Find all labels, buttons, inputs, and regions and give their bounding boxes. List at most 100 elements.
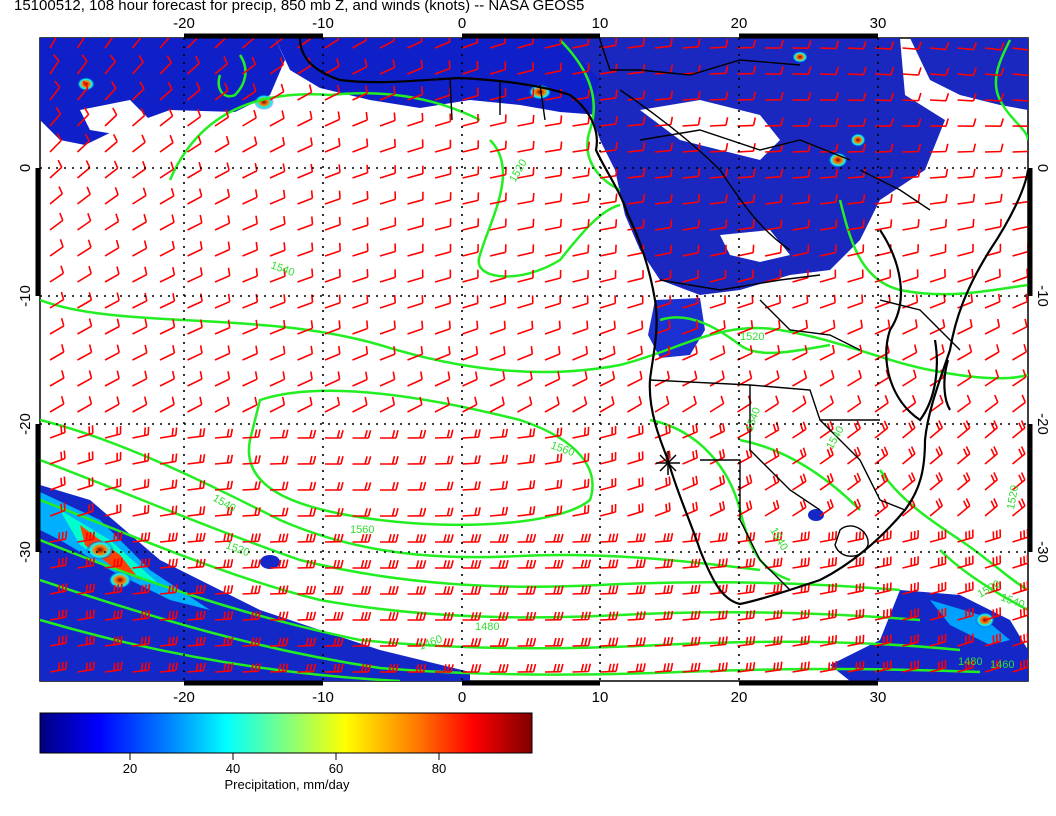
wind-barb xyxy=(709,558,728,569)
wind-barb xyxy=(159,134,174,153)
wind-barb xyxy=(902,41,922,51)
wind-barb xyxy=(77,396,93,413)
wind-barb xyxy=(984,344,1000,361)
wind-barb xyxy=(49,635,68,647)
wind-barb xyxy=(709,423,726,439)
wind-barb xyxy=(874,530,892,543)
wind-barb xyxy=(379,507,399,517)
wind-barb xyxy=(407,217,424,231)
wind-barb xyxy=(847,294,864,309)
wind-barb xyxy=(957,581,974,595)
wind-barb xyxy=(792,583,810,595)
wind-barb xyxy=(489,61,507,75)
wind-barb xyxy=(517,88,535,101)
wind-barb xyxy=(517,346,534,361)
wind-barb xyxy=(131,38,142,49)
wind-barb xyxy=(242,585,261,595)
wind-barb xyxy=(792,447,807,465)
wind-barb xyxy=(159,662,178,673)
wind-barb xyxy=(435,638,454,647)
wind-barb xyxy=(462,140,480,153)
wind-barb xyxy=(847,556,865,569)
wind-barb xyxy=(709,320,726,335)
wind-barb xyxy=(874,194,893,205)
wind-barb xyxy=(132,504,150,517)
wind-barb xyxy=(819,609,838,621)
wind-barb xyxy=(407,269,424,283)
wind-barb xyxy=(489,506,509,517)
wind-barb xyxy=(984,168,1004,179)
wind-barb xyxy=(599,637,619,647)
wind-barb xyxy=(819,583,838,595)
lon-labels-bottom: -20 -10 0 10 20 30 xyxy=(173,689,886,706)
wind-barb xyxy=(49,502,66,517)
wind-barb xyxy=(77,370,93,387)
wind-barb xyxy=(544,453,563,465)
wind-barb xyxy=(242,455,261,465)
wind-barb xyxy=(462,611,482,621)
wind-barb xyxy=(627,533,646,543)
wind-barb xyxy=(654,370,670,387)
wind-barb xyxy=(187,480,206,491)
wind-barb xyxy=(517,114,535,127)
wind-barb xyxy=(627,90,646,101)
wind-barb xyxy=(242,481,261,491)
graticule xyxy=(40,38,1028,681)
wind-barb xyxy=(517,295,534,309)
wind-barb xyxy=(214,371,231,387)
wind-barb xyxy=(1012,150,1028,153)
wind-barb xyxy=(352,637,372,647)
wind-barb xyxy=(324,637,344,647)
wind-barb xyxy=(847,608,865,621)
wind-barb xyxy=(902,608,919,621)
wind-barb xyxy=(682,610,701,621)
wind-barb xyxy=(269,429,289,439)
wind-barb xyxy=(324,429,344,439)
wind-barb xyxy=(654,558,674,569)
wind-barb xyxy=(379,533,399,543)
wind-barb xyxy=(819,319,836,335)
wind-barb xyxy=(77,344,93,361)
wind-barb xyxy=(297,38,312,49)
wind-barb xyxy=(187,610,206,621)
wind-barb xyxy=(297,585,317,595)
wind-barb xyxy=(874,660,892,673)
wind-barb xyxy=(269,345,286,361)
wind-barb xyxy=(544,269,562,283)
lat-label-left: -30 xyxy=(17,541,34,563)
wind-barb xyxy=(297,455,317,465)
wind-barb xyxy=(132,452,150,465)
wind-barb xyxy=(544,663,564,673)
wind-barb xyxy=(984,218,1002,231)
wind-barb xyxy=(214,319,231,335)
wind-barb xyxy=(104,583,123,595)
wind-barb xyxy=(462,533,482,543)
wind-barb xyxy=(957,555,974,569)
wind-barb xyxy=(462,166,480,179)
wind-barb xyxy=(462,429,481,439)
wind-barb xyxy=(49,661,68,673)
wind-barb xyxy=(874,319,891,335)
wind-barb xyxy=(132,370,148,387)
wind-barb xyxy=(462,295,479,309)
wind-barb xyxy=(324,268,341,283)
wind-barb xyxy=(297,320,314,335)
wind-barb xyxy=(764,609,783,621)
wind-barb xyxy=(764,499,780,517)
wind-barb xyxy=(654,395,670,413)
wind-barb xyxy=(77,318,93,335)
wind-barb xyxy=(269,163,286,179)
wind-barb xyxy=(489,611,509,621)
wind-barb xyxy=(297,268,314,283)
wind-barb xyxy=(599,244,617,257)
wind-barb xyxy=(792,531,810,543)
wind-barb xyxy=(709,532,728,543)
wind-barb xyxy=(269,294,286,309)
wind-barb xyxy=(214,109,230,127)
wind-barb xyxy=(874,395,889,413)
wind-barb xyxy=(132,396,148,413)
wind-barb xyxy=(682,168,701,179)
wind-barb xyxy=(764,194,783,205)
wind-barb xyxy=(682,116,701,127)
wind-barb xyxy=(1012,47,1028,51)
